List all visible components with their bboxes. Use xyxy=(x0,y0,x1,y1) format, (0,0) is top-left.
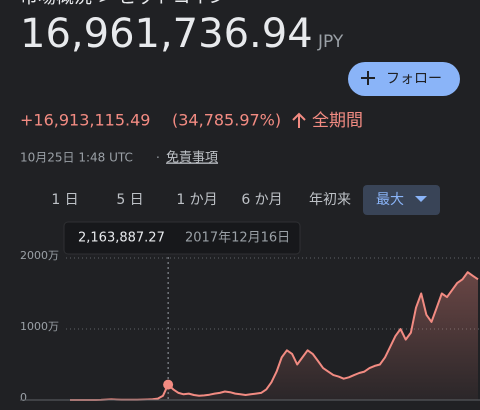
currency: JPY xyxy=(317,32,344,52)
follow-label[interactable]: フォロー xyxy=(386,71,442,87)
y-tick-label: 0 xyxy=(20,391,27,404)
separator: · xyxy=(156,151,160,165)
highlight-point xyxy=(163,379,174,390)
plus-icon[interactable] xyxy=(361,71,375,85)
follow-button-bg[interactable] xyxy=(348,62,460,96)
follow-button[interactable]: フォロー xyxy=(348,62,460,96)
range-tab[interactable]: 1 日 xyxy=(51,192,78,208)
timestamp: 10月25日 1:48 UTC xyxy=(20,151,133,165)
change-percent: (34,785.97%) xyxy=(172,111,281,130)
range-tab[interactable]: 5 日 xyxy=(116,192,143,208)
disclaimer-link[interactable]: 免責事項 xyxy=(166,151,218,166)
period: 全期間 xyxy=(312,111,363,131)
up-arrow xyxy=(292,112,306,128)
selected-tab-bg[interactable] xyxy=(363,185,440,215)
price: 16,961,736.94 xyxy=(20,11,313,57)
tooltip-bg xyxy=(63,221,301,255)
change: +16,913,115.49 xyxy=(20,111,150,130)
range-tab[interactable]: 最大 xyxy=(376,192,404,208)
range-tab[interactable]: 1 か月 xyxy=(176,192,217,208)
dropdown-arrow[interactable] xyxy=(415,196,427,202)
tooltip-date: 2017年12月16日 xyxy=(185,231,290,246)
y-tick-label: 1000万 xyxy=(20,320,59,333)
area xyxy=(70,272,478,400)
range-tab[interactable]: 年初来 xyxy=(309,191,351,208)
breadcrumb[interactable]: 市場概況 > ビットコイン xyxy=(20,0,227,8)
chart: 0 1000万 2000万 2,163,887.27 2017年12月16日 xyxy=(20,221,480,404)
y-tick-label: 2000万 xyxy=(20,249,59,262)
tooltip-value: 2,163,887.27 xyxy=(78,231,165,246)
range-tab[interactable]: 6 か月 xyxy=(241,192,282,208)
